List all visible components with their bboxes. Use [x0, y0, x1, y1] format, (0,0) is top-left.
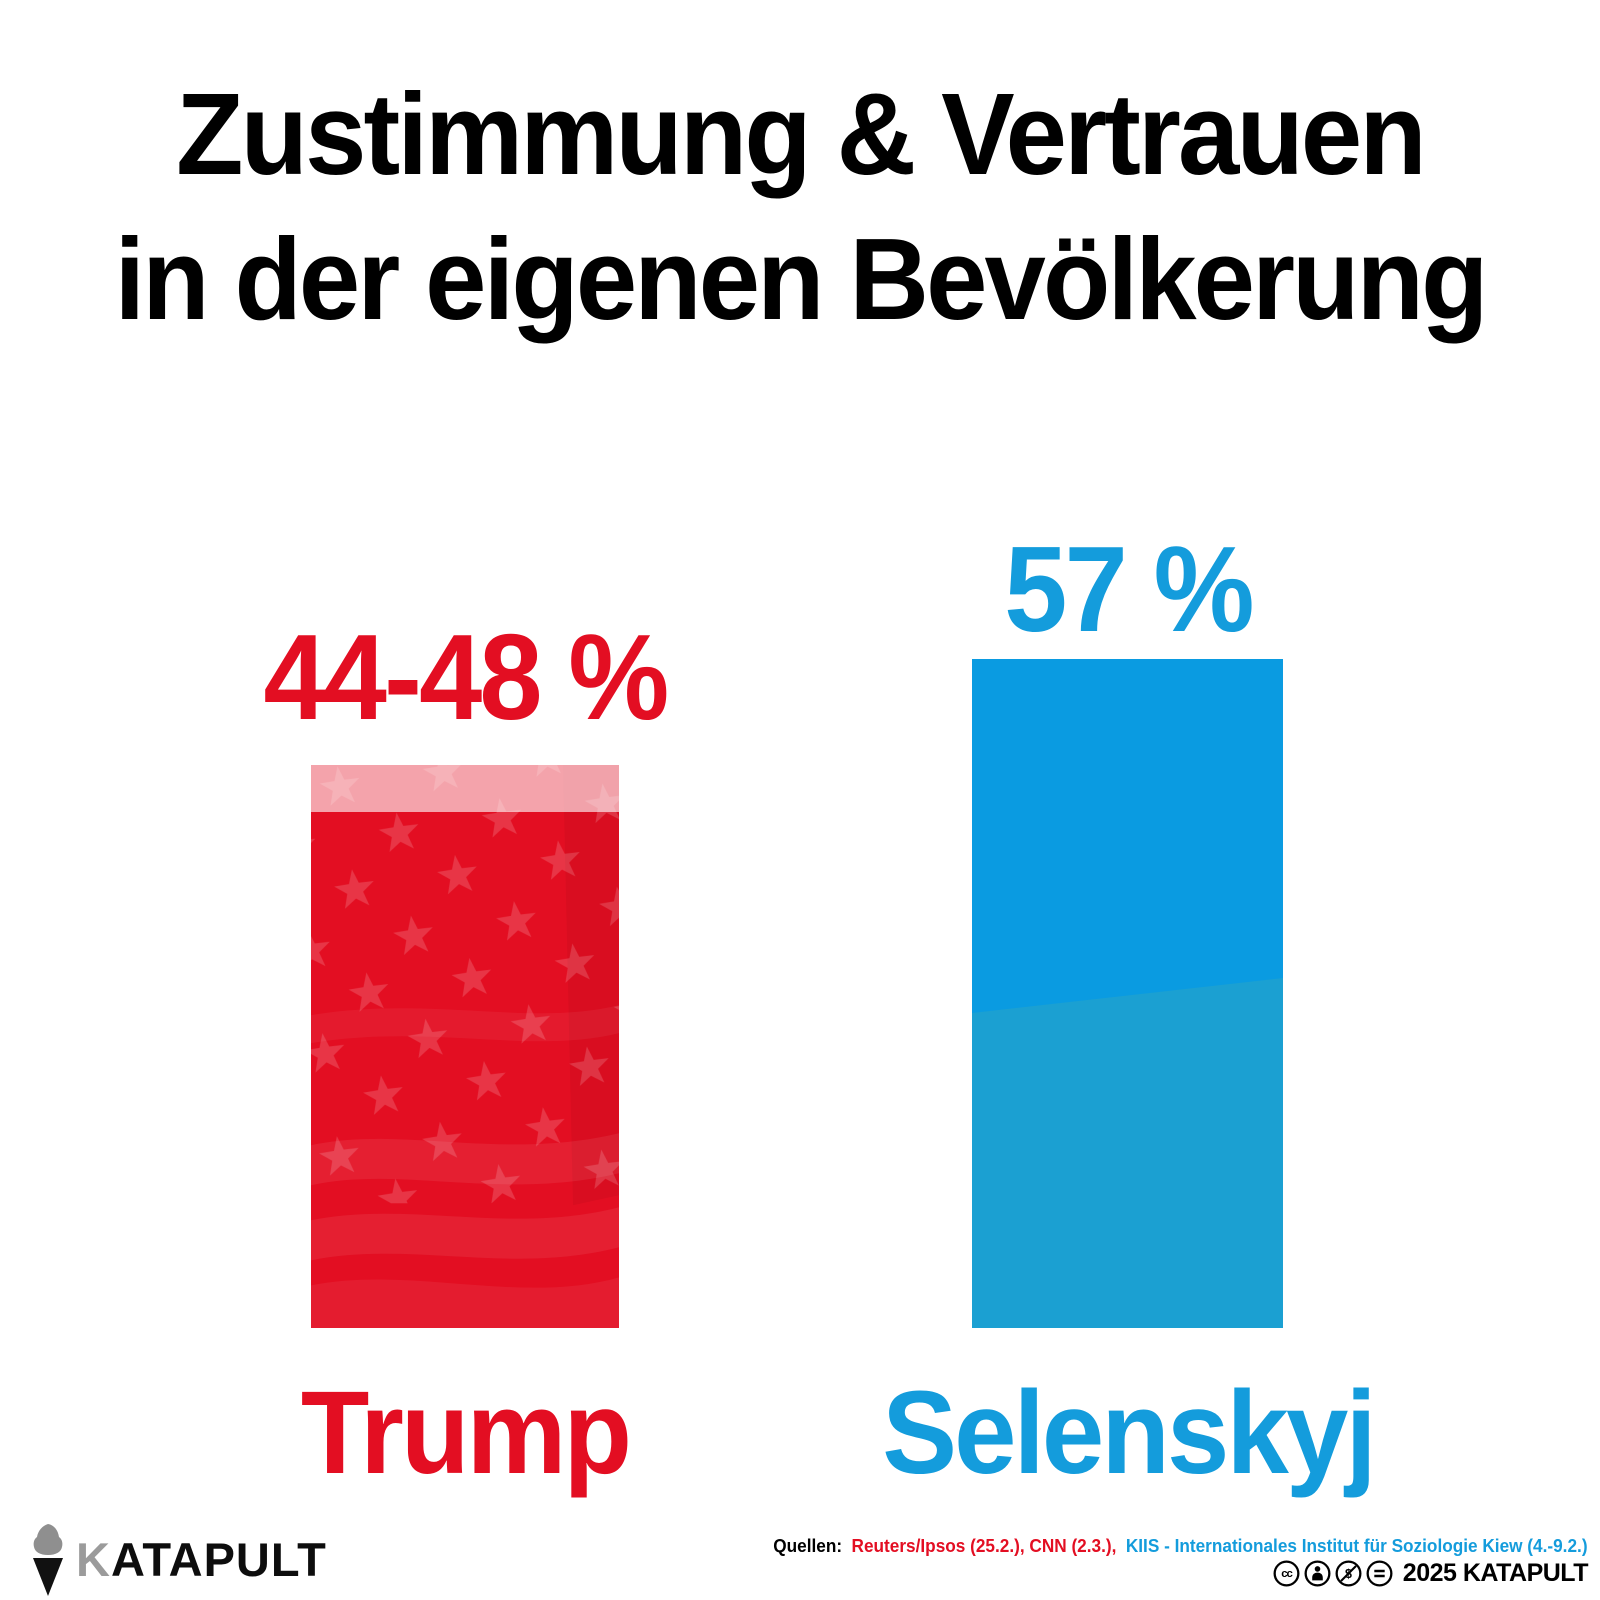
katapult-wordmark-k: K — [76, 1533, 111, 1586]
bar-trump-range-band — [311, 764, 619, 812]
bar-selenskyj-lower-tone — [972, 978, 1283, 1328]
chart-title-line2: in der eigenen Bevölkerung — [114, 214, 1488, 344]
svg-text:cc: cc — [1281, 1568, 1293, 1580]
copyright-text: 2025 KATAPULT — [1402, 1559, 1589, 1587]
katapult-wordmark: KATAPULT — [76, 1522, 327, 1598]
us-flag-texture-graphic — [311, 764, 619, 1328]
selenskyj-value-label: 57 % — [1004, 521, 1254, 657]
trump-value-label: 44-48 % — [263, 609, 669, 745]
ice-cream-cone-icon — [33, 1524, 63, 1596]
katapult-logo: KATAPULT — [28, 1522, 327, 1598]
sources-label: Quellen: — [773, 1535, 843, 1556]
sources-block: Quellen: Reuters/Ipsos (25.2.), CNN (2.3… — [588, 1534, 1589, 1588]
cc-nd-icon — [1366, 1560, 1393, 1587]
sources-blue-part: KIIS - Internationales Institut für Sozi… — [1126, 1535, 1588, 1556]
bar-selenskyj — [972, 659, 1283, 1328]
katapult-wordmark-rest: ATAPULT — [110, 1533, 327, 1586]
cc-by-icon — [1304, 1560, 1331, 1587]
trump-category-label: Trump — [300, 1367, 632, 1499]
selenskyj-category-label: Selenskyj — [882, 1367, 1376, 1499]
sources-red-part: Reuters/Ipsos (25.2.), CNN (2.3.), — [852, 1535, 1117, 1556]
license-line: cc $ 2025 KATAPULT — [588, 1559, 1589, 1588]
cc-nc-icon: $ — [1335, 1560, 1362, 1587]
bar-trump — [311, 764, 619, 1328]
cc-icon: cc — [1273, 1560, 1300, 1587]
chart-title: Zustimmung & Vertrauen in der eigenen Be… — [0, 62, 1600, 352]
blue-bar-graphic — [972, 659, 1283, 1328]
chart-title-line1: Zustimmung & Vertrauen — [176, 69, 1426, 199]
sources-line: Quellen: Reuters/Ipsos (25.2.), CNN (2.3… — [774, 1534, 1588, 1558]
